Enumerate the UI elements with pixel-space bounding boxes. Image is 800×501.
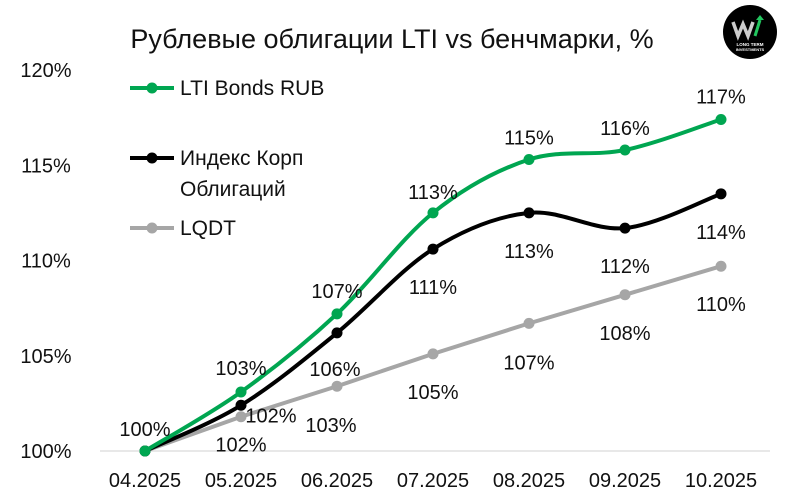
data-point [715,114,727,126]
data-point [715,260,727,272]
data-label: 102% [215,435,266,457]
x-tick-label: 04.2025 [109,470,181,492]
data-point [715,188,727,200]
data-label: 114% [696,222,746,244]
data-label: 108% [599,323,650,345]
data-label: 103% [215,358,266,380]
data-label: 116% [600,118,650,140]
data-label: 105% [407,382,458,404]
data-label: 106% [309,359,360,381]
data-point [235,411,247,423]
y-tick-label: 115% [21,155,71,177]
legend-label: Облигаций [180,178,286,201]
x-tick-label: 06.2025 [301,470,373,492]
x-tick-label: 10.2025 [685,470,757,492]
data-point [331,308,343,320]
data-point [331,380,343,392]
data-label: 102% [245,405,296,427]
data-point [235,399,247,411]
data-label: 113% [504,241,554,263]
data-label: 110% [696,294,746,316]
data-label: 100% [119,419,170,441]
y-tick-label: 110% [21,251,71,273]
data-point [139,445,151,457]
data-point [523,154,535,166]
data-point [427,243,439,255]
data-point [619,289,631,301]
legend-marker [146,152,158,164]
x-tick-label: 09.2025 [589,470,661,492]
data-point [331,327,343,339]
y-tick-label: 105% [20,346,71,368]
data-label: 107% [311,281,362,303]
data-label: 113% [408,182,458,204]
data-point [523,207,535,219]
data-point [427,207,439,219]
svg-text:INVESTMENTS: INVESTMENTS [736,47,765,52]
data-label: 107% [503,352,554,374]
svg-text:LONG TERM: LONG TERM [737,42,764,47]
chart-title: Рублевые облигации LTI vs бенчмарки, % [130,24,653,54]
legend-marker [146,222,158,234]
data-point [619,144,631,156]
data-point [427,348,439,360]
y-tick-label: 120% [20,60,71,82]
legend-label: LTI Bonds RUB [180,77,324,100]
legend-label: LQDT [180,217,236,240]
x-tick-label: 05.2025 [205,470,277,492]
long-term-investments-logo: LONG TERM INVESTMENTS [723,5,777,59]
legend-label: Индекс Корп [180,147,303,170]
data-label: 112% [600,256,650,278]
data-label: 115% [504,128,554,150]
data-point [523,317,535,329]
data-label: 103% [305,415,356,437]
y-tick-label: 100% [20,441,71,463]
legend: LTI Bonds RUB Индекс Корп Облигаций LQDT [130,77,324,240]
data-label: 117% [696,87,746,109]
legend-marker [146,82,158,94]
data-point [235,386,247,398]
x-tick-label: 07.2025 [397,470,469,492]
data-label: 111% [409,277,457,299]
x-tick-label: 08.2025 [493,470,565,492]
data-point [619,222,631,234]
